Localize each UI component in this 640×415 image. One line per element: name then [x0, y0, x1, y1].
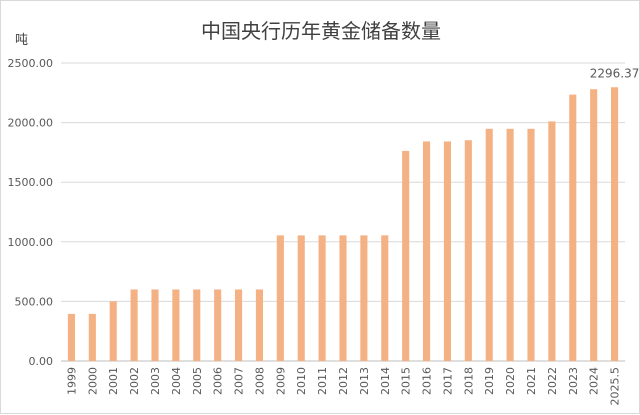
- bar: [214, 289, 222, 361]
- bar: [130, 289, 138, 361]
- bar: [402, 150, 410, 361]
- bar: [464, 140, 472, 361]
- bar: [485, 128, 493, 361]
- x-tick-label: 2014: [379, 367, 392, 395]
- x-tick-label: 2018: [462, 367, 475, 395]
- x-tick-label: 1999: [65, 367, 78, 395]
- x-tick-label: 2025.5: [609, 367, 622, 406]
- bar: [339, 235, 347, 361]
- bar: [255, 289, 263, 361]
- bar: [548, 121, 556, 362]
- x-tick-label: 2005: [191, 367, 204, 395]
- y-tick-label: 500.00: [15, 295, 54, 308]
- bar: [506, 128, 514, 361]
- x-tick-label: 2024: [588, 367, 601, 395]
- x-tick-label: 2001: [107, 367, 120, 395]
- x-tick-label: 2012: [337, 367, 350, 395]
- bar: [172, 289, 180, 361]
- bar: [297, 235, 305, 361]
- data-label: 2296.37: [590, 66, 640, 80]
- bar: [360, 235, 368, 361]
- bar: [611, 87, 619, 361]
- bar: [318, 235, 326, 361]
- x-tick-label: 2023: [567, 367, 580, 395]
- x-tick-label: 2003: [149, 367, 162, 395]
- x-tick-label: 2016: [421, 367, 434, 395]
- x-tick-label: 2022: [546, 367, 559, 395]
- x-tick-label: 2007: [233, 367, 246, 395]
- bar: [235, 289, 243, 361]
- x-tick-label: 2011: [316, 367, 329, 395]
- x-tick-label: 2006: [212, 367, 225, 395]
- bar: [381, 235, 389, 361]
- y-tick-label: 1500.00: [8, 176, 54, 189]
- chart-title: 中国央行历年黄金储备数量: [201, 19, 441, 43]
- x-tick-label: 2000: [86, 367, 99, 395]
- bar: [276, 235, 284, 361]
- y-tick-label: 2500.00: [8, 57, 54, 70]
- bar: [109, 301, 117, 361]
- y-tick-label: 2000.00: [8, 117, 54, 130]
- x-tick-label: 2021: [525, 367, 538, 395]
- bar: [151, 289, 159, 361]
- x-tick-label: 2020: [504, 367, 517, 395]
- x-tick-label: 2004: [170, 367, 183, 395]
- x-tick-label: 2010: [295, 367, 308, 395]
- y-tick-label: 0.00: [29, 355, 54, 368]
- bar: [423, 141, 431, 361]
- y-tick-label: 1000.00: [8, 236, 54, 249]
- bar: [67, 313, 75, 361]
- x-tick-label: 2015: [400, 367, 413, 395]
- bar: [193, 289, 201, 361]
- x-tick-label: 2013: [358, 367, 371, 395]
- y-axis-unit: 吨: [15, 33, 29, 48]
- bar: [569, 94, 577, 361]
- x-tick-label: 2008: [253, 367, 266, 395]
- x-tick-label: 2002: [128, 367, 141, 395]
- x-tick-label: 2009: [274, 367, 287, 395]
- x-tick-label: 2019: [483, 367, 496, 395]
- bar: [527, 128, 535, 361]
- bar: [88, 313, 96, 361]
- bar: [590, 89, 598, 361]
- bar: [443, 141, 451, 361]
- x-tick-label: 2017: [441, 367, 454, 395]
